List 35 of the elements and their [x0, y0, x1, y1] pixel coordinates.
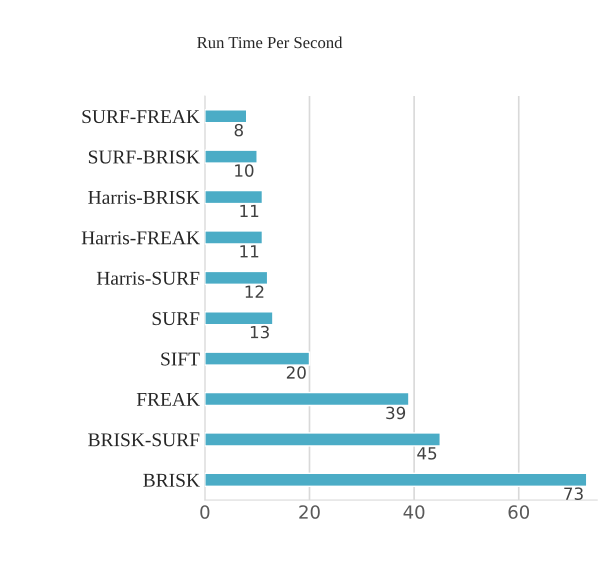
y-tick-label: Harris-BRISK	[88, 190, 200, 204]
y-tick-label: FREAK	[136, 392, 200, 406]
x-tick-label: 20	[299, 505, 320, 519]
bar	[204, 149, 258, 164]
bar	[204, 432, 441, 447]
y-tick-label: BRISK	[143, 474, 200, 487]
bar	[204, 392, 410, 406]
data-label: 13	[250, 326, 269, 338]
data-label: 39	[386, 406, 406, 420]
y-tick-label: BRISK-SURF	[88, 433, 200, 446]
data-label: 11	[240, 204, 258, 217]
data-label: 73	[564, 487, 583, 500]
y-tick-label: SURF-BRISK	[88, 150, 200, 164]
bar	[204, 311, 274, 326]
data-label: 11	[240, 245, 258, 258]
y-tick-label: Harris-SURF	[96, 272, 200, 285]
bar	[204, 230, 264, 245]
y-tick-label: SIFT	[161, 352, 200, 366]
bar	[204, 472, 588, 487]
chart-title: Run Time Per Second	[197, 36, 342, 48]
x-tick-label: 0	[200, 505, 210, 519]
bar	[204, 109, 248, 124]
x-tick-label: 60	[508, 505, 530, 519]
data-label: 12	[246, 285, 264, 298]
y-tick-label: Harris-FREAK	[82, 231, 200, 244]
data-label: 10	[235, 164, 254, 177]
data-label: 20	[286, 366, 306, 379]
data-label: 45	[417, 447, 436, 460]
bar	[204, 190, 264, 204]
y-tick-label: SURF	[152, 312, 200, 326]
y-tick-label: SURF-FREAK	[82, 110, 200, 124]
data-label: 8	[234, 124, 243, 136]
bar	[204, 270, 268, 285]
bar	[204, 351, 310, 366]
x-tick-label: 40	[404, 505, 424, 519]
